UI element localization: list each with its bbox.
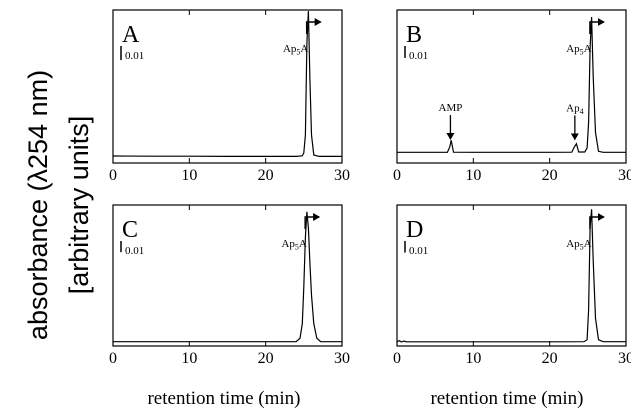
chromatogram-trace [113, 211, 343, 343]
panel-label: B [406, 22, 422, 48]
x-tick-label: 0 [393, 350, 401, 367]
chromatogram-trace [397, 16, 626, 153]
peak-label: AMP [439, 102, 463, 114]
chromatogram-trace [112, 10, 342, 157]
panel-a: 0 10 20 30 A 0.01 Ap5A [109, 9, 350, 184]
scale-bar-label: 0.01 [125, 50, 144, 62]
panel-label: C [122, 217, 138, 243]
x-tick-label: 10 [181, 167, 197, 184]
peak-label: Ap5A [283, 43, 308, 57]
scale-bar-label: 0.01 [409, 245, 428, 257]
y-axis-label-line1: absorbance (λ254 nm) [23, 70, 53, 340]
x-axis-label-left: retention time (min) [147, 388, 300, 409]
scale-bar-label: 0.01 [409, 50, 428, 62]
x-tick-label: 10 [181, 350, 197, 367]
panel-label: A [122, 22, 140, 48]
x-tick-label: 20 [542, 350, 558, 367]
x-tick-label: 20 [258, 167, 274, 184]
plot-frame [396, 204, 627, 347]
x-tick-label: 30 [618, 350, 631, 367]
x-tick-label: 0 [109, 167, 117, 184]
scale-bar-label: 0.01 [125, 245, 144, 257]
peak-arrow [304, 213, 321, 229]
x-tick-label: 20 [542, 167, 558, 184]
x-tick-label: 30 [334, 350, 350, 367]
y-axis-label-line2: [arbitrary units] [64, 116, 94, 295]
chromatogram-trace [396, 209, 626, 343]
peak-label: Ap5A [566, 43, 591, 57]
x-tick-label: 30 [618, 167, 631, 184]
x-tick-label: 10 [465, 350, 481, 367]
plot-frame [396, 9, 627, 164]
panel-label: D [406, 217, 423, 243]
x-tick-label: 0 [109, 350, 117, 367]
peak-label: Ap5A [281, 238, 306, 252]
plot-frame [112, 9, 343, 164]
x-tick-label: 20 [258, 350, 274, 367]
x-tick-label: 0 [393, 167, 401, 184]
panel-d: 0 10 20 30 D 0.01 Ap5A [393, 204, 631, 367]
peak-label: Ap5A [566, 238, 591, 252]
peak-label: Ap4 [566, 102, 583, 116]
peak-arrow [589, 213, 605, 229]
x-axis-label-right: retention time (min) [430, 388, 583, 409]
plot-frame [112, 204, 343, 347]
panel-b: 0 10 20 30 B 0.01 AMP Ap4 Ap5A [393, 9, 631, 184]
x-tick-label: 10 [465, 167, 481, 184]
peak-arrow [589, 18, 605, 34]
panel-c: 0 10 20 30 C 0.01 Ap5A [109, 204, 350, 367]
peak-arrow [305, 18, 322, 34]
x-tick-label: 30 [334, 167, 350, 184]
